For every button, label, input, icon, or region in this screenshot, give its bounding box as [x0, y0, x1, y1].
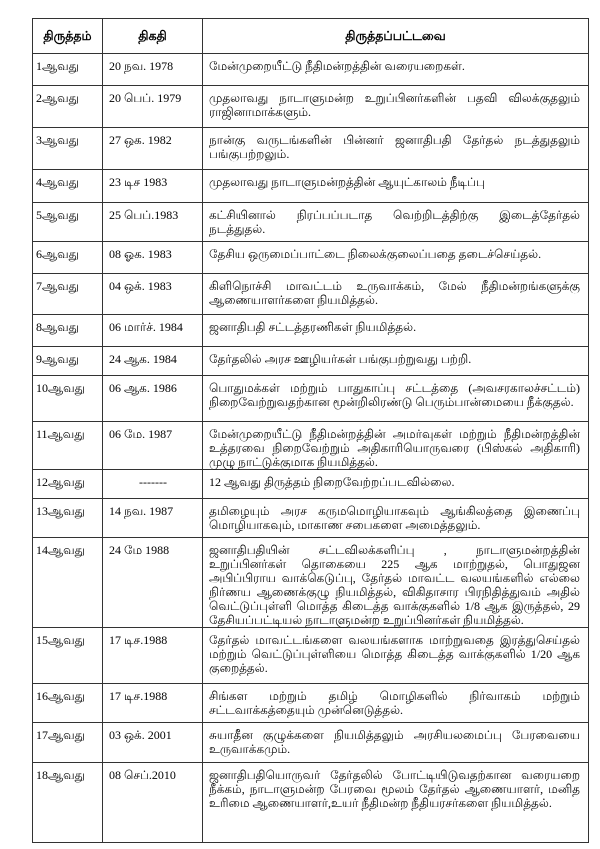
amendment-description: பொதுமக்கள் மற்றும் பாதுகாப்பு சட்டத்தை (…	[202, 375, 589, 422]
amendment-date: 24 மே 1988	[102, 537, 203, 628]
header-amended-items: திருத்தப்பட்டவை	[202, 18, 589, 54]
amendment-description: முதலாவது நாடாளுமன்ற உறுப்பினர்களின் பதவி…	[202, 85, 589, 128]
amendment-number: 12ஆவது	[32, 469, 103, 499]
amendment-description: தேர்தல் மாவட்டங்களை வலயங்களாக மாற்றுவதை …	[202, 627, 589, 684]
amendment-description: 12 ஆவது திருத்தம் நிறைவேற்றப்படவில்லை.	[202, 469, 589, 499]
amendment-date: 03 ஒக். 2001	[102, 722, 203, 763]
table-row: 16ஆவது 17 டிச.1988 சிங்கள மற்றும் தமிழ் மொ…	[32, 683, 589, 723]
amendment-number: 8ஆவது	[32, 314, 103, 347]
amendment-date: 08 செப்.2010	[102, 762, 203, 843]
amendment-description: சிங்கள மற்றும் தமிழ் மொழிகளில் நிர்வாகம்…	[202, 683, 589, 723]
amendment-description: சுயாதீன குழுக்களை நியமித்தலும் அரசியலமைப…	[202, 722, 589, 763]
amendment-number: 13ஆவது	[32, 498, 103, 538]
amendment-date: 06 மே. 1987	[102, 421, 203, 470]
amendment-date: -------	[102, 469, 203, 499]
amendment-description: கிளிநொச்சி மாவட்டம் உருவாக்கம், மேல் நீத…	[202, 273, 589, 315]
amendment-number: 3ஆவது	[32, 127, 103, 170]
amendment-date: 24 ஆக. 1984	[102, 346, 203, 376]
amendment-description: தேர்தலில் அரச ஊழியர்கள் பங்குபற்றுவது பற…	[202, 346, 589, 376]
amendment-number: 16ஆவது	[32, 683, 103, 723]
amendment-date: 08 ஓக. 1983	[102, 241, 203, 274]
amendment-description: மேன்முறையீட்டு நீதிமன்றத்தின் அமர்வுகள் …	[202, 421, 589, 470]
amendment-number: 17ஆவது	[32, 722, 103, 763]
amendment-number: 2ஆவது	[32, 85, 103, 128]
amendment-description: ஜனாதிபதியொருவர் தேர்தலில் போட்டியிடுவதற்…	[202, 762, 589, 843]
header-date: திகதி	[102, 18, 203, 54]
amendment-date: 27 ஒக. 1982	[102, 127, 203, 170]
table-row: 10ஆவது 06 ஆக. 1986 பொதுமக்கள் மற்றும் பாது…	[32, 375, 589, 422]
amendment-description: ஜனாதிபதியின் சட்டவிலக்களிப்பு , நாடாளுமன…	[202, 537, 589, 628]
amendment-description: முதலாவது நாடாளுமன்றத்தின் ஆயுட்காலம் நீட…	[202, 169, 589, 203]
table-row: 15ஆவது 17 டிச.1988 தேர்தல் மாவட்டங்களை வலய…	[32, 627, 589, 684]
amendment-date: 20 நவ. 1978	[102, 53, 203, 86]
amendments-table: திருத்தம் திகதி திருத்தப்பட்டவை 1ஆவது 20 …	[32, 18, 589, 843]
amendment-number: 18ஆவது	[32, 762, 103, 843]
amendment-number: 6ஆவது	[32, 241, 103, 274]
amendment-number: 15ஆவது	[32, 627, 103, 684]
amendment-description: தேசிய ஒருமைப்பாட்டை நிலைக்குலைப்பதை தடைச…	[202, 241, 589, 274]
amendment-number: 14ஆவது	[32, 537, 103, 628]
header-row: திருத்தம் திகதி திருத்தப்பட்டவை	[32, 18, 589, 54]
table-row: 14ஆவது 24 மே 1988 ஜனாதிபதியின் சட்டவிலக்கள…	[32, 537, 589, 628]
table-row: 13ஆவது 14 நவ. 1987 தமிழையும் அரச கருமமொழிய…	[32, 498, 589, 538]
table-row: 6ஆவது 08 ஓக. 1983 தேசிய ஒருமைப்பாட்டை நிலை…	[32, 241, 589, 274]
amendment-number: 11ஆவது	[32, 421, 103, 470]
amendment-number: 1ஆவது	[32, 53, 103, 86]
amendment-number: 10ஆவது	[32, 375, 103, 422]
amendment-date: 17 டிச.1988	[102, 683, 203, 723]
amendment-date: 25 பெப்.1983	[102, 202, 203, 242]
amendment-number: 5ஆவது	[32, 202, 103, 242]
amendment-description: தமிழையும் அரச கருமமொழியாகவும் ஆங்கிலத்தை…	[202, 498, 589, 538]
amendment-number: 9ஆவது	[32, 346, 103, 376]
table-row: 17ஆவது 03 ஒக். 2001 சுயாதீன குழுக்களை நியம…	[32, 722, 589, 763]
amendment-date: 06 ஆக. 1986	[102, 375, 203, 422]
amendment-description: ஜனாதிபதி சட்டத்தரணிகள் நியமித்தல்.	[202, 314, 589, 347]
table-row: 7ஆவது 04 ஒக். 1983 கிளிநொச்சி மாவட்டம் உரு…	[32, 273, 589, 315]
amendment-date: 14 நவ. 1987	[102, 498, 203, 538]
amendment-description: நான்கு வருடங்களின் பின்னர் ஜனாதிபதி தேர்…	[202, 127, 589, 170]
table-row: 3ஆவது 27 ஒக. 1982 நான்கு வருடங்களின் பின்ன…	[32, 127, 589, 170]
table-row: 12ஆவது ------- 12 ஆவது திருத்தம் நிறைவேற்ற…	[32, 469, 589, 499]
table-row: 1ஆவது 20 நவ. 1978 மேன்முறையீட்டு நீதிமன்றத…	[32, 53, 589, 86]
table-row: 4ஆவது 23 டிச 1983 முதலாவது நாடாளுமன்றத்தின…	[32, 169, 589, 203]
amendment-date: 20 பெப். 1979	[102, 85, 203, 128]
amendment-date: 04 ஒக். 1983	[102, 273, 203, 315]
table-row: 8ஆவது 06 மார்ச். 1984 ஜனாதிபதி சட்டத்தரணிக…	[32, 314, 589, 347]
amendment-date: 17 டிச.1988	[102, 627, 203, 684]
amendment-number: 7ஆவது	[32, 273, 103, 315]
table-row: 2ஆவது 20 பெப். 1979 முதலாவது நாடாளுமன்ற உற…	[32, 85, 589, 128]
amendment-date: 23 டிச 1983	[102, 169, 203, 203]
amendment-date: 06 மார்ச். 1984	[102, 314, 203, 347]
table-row: 18ஆவது 08 செப்.2010 ஜனாதிபதியொருவர் தேர்தல…	[32, 762, 589, 843]
amendment-description: மேன்முறையீட்டு நீதிமன்றத்தின் வரையறைகள்.	[202, 53, 589, 86]
table-row: 9ஆவது 24 ஆக. 1984 தேர்தலில் அரச ஊழியர்கள் …	[32, 346, 589, 376]
header-amendment: திருத்தம்	[32, 18, 103, 54]
amendment-number: 4ஆவது	[32, 169, 103, 203]
table-row: 11ஆவது 06 மே. 1987 மேன்முறையீட்டு நீதிமன்ற…	[32, 421, 589, 470]
amendment-description: கட்சியினால் நிரப்பப்படாத வெற்றிடத்திற்கு…	[202, 202, 589, 242]
table-row: 5ஆவது 25 பெப்.1983 கட்சியினால் நிரப்பப்படா…	[32, 202, 589, 242]
